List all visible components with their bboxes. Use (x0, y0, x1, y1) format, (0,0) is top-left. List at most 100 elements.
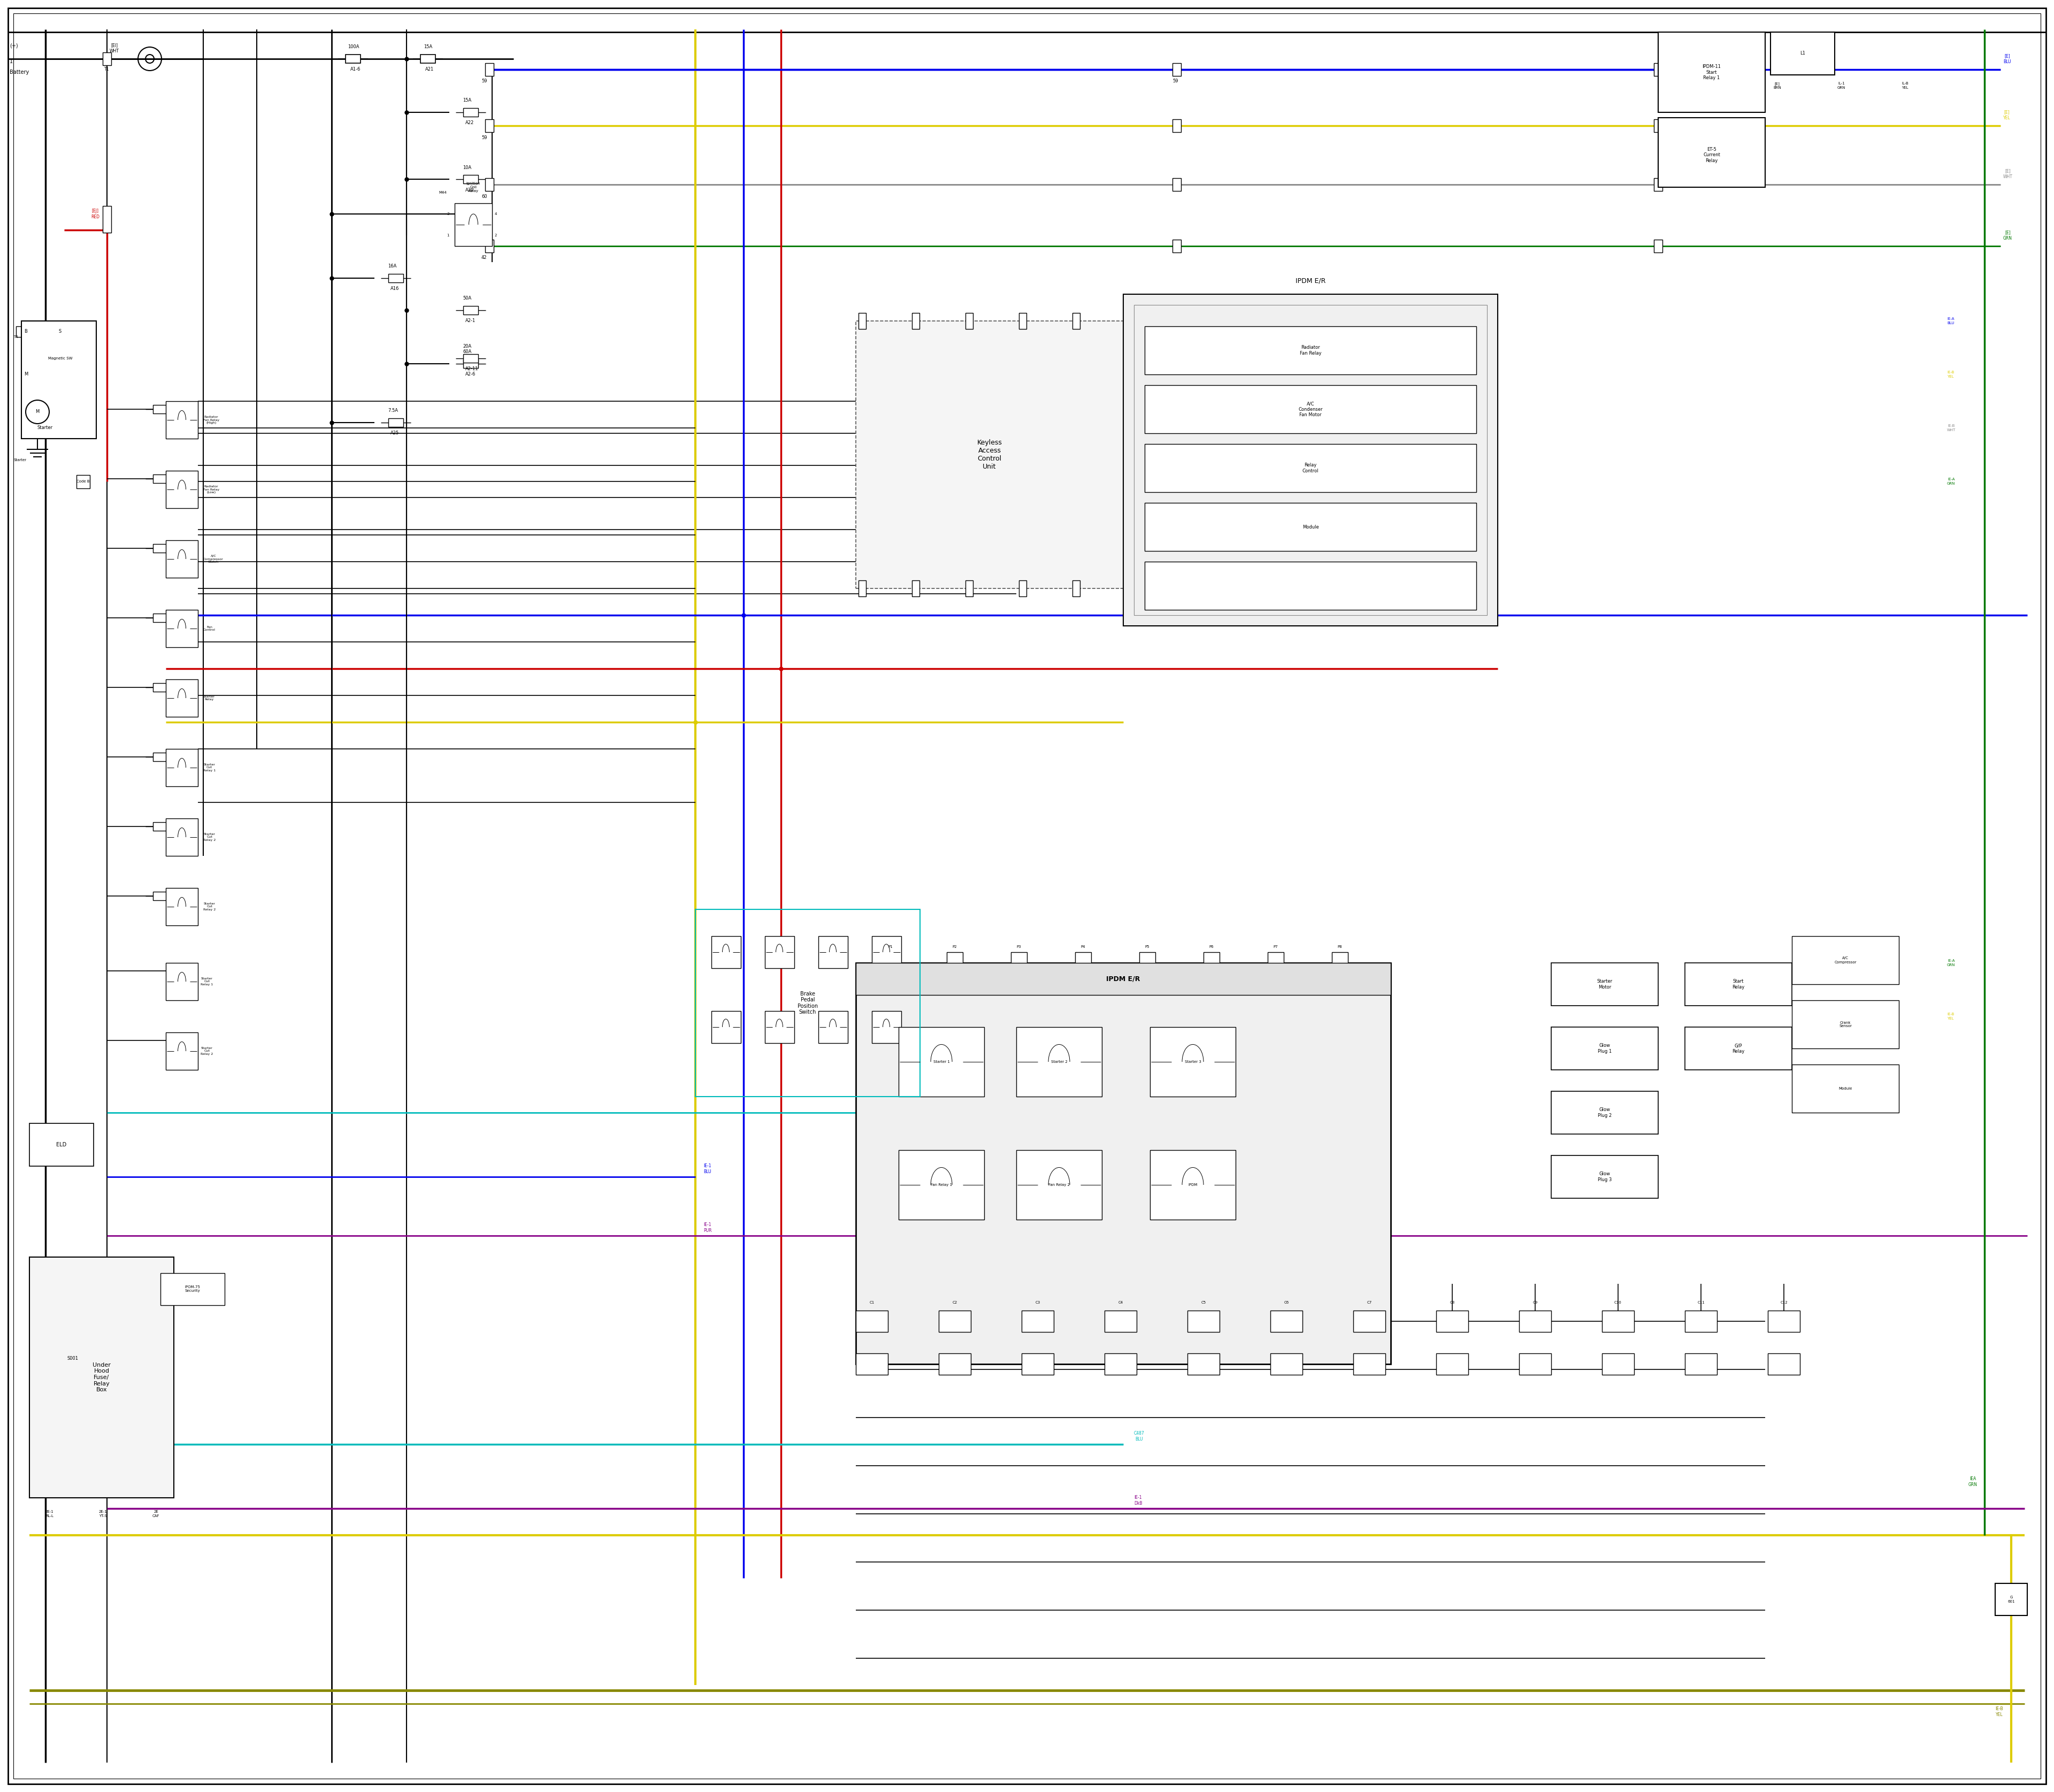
Bar (1658, 32, 1764, 113)
Bar (1653, 177, 1662, 192)
Bar (1653, 120, 1662, 133)
Bar (1144, 504, 1477, 550)
Bar (711, 1011, 741, 1043)
Text: 60A: 60A (462, 349, 472, 355)
Text: M: M (25, 373, 29, 376)
Text: L1: L1 (1799, 52, 1805, 56)
Bar (859, 581, 867, 597)
Text: A22: A22 (466, 120, 474, 125)
Bar (152, 892, 168, 900)
Text: Fan Relay 1: Fan Relay 1 (930, 1183, 953, 1186)
Text: P3: P3 (1017, 944, 1021, 948)
Bar (1017, 1150, 1101, 1220)
Text: 3: 3 (446, 213, 450, 215)
Text: S: S (60, 330, 62, 333)
Text: Starter
Cut
Relay 2: Starter Cut Relay 2 (201, 1047, 214, 1055)
Text: C12: C12 (1781, 1301, 1787, 1305)
Bar (859, 314, 867, 330)
Text: Starter
Relay: Starter Relay (203, 695, 216, 701)
Text: G
601: G 601 (2007, 1597, 2015, 1602)
Text: C7: C7 (1366, 1301, 1372, 1305)
Bar (1653, 240, 1662, 253)
Bar (900, 1150, 984, 1220)
Bar (166, 749, 197, 787)
Text: Starter 2: Starter 2 (1052, 1061, 1068, 1063)
Bar (1684, 1027, 1791, 1070)
Text: Radiator
Fan Relay: Radiator Fan Relay (1300, 346, 1321, 355)
Text: IE-A
BLU: IE-A BLU (1947, 317, 1953, 324)
Bar (464, 306, 479, 315)
Bar (711, 935, 741, 968)
Text: Module: Module (1302, 525, 1319, 529)
Text: IPDM E/R: IPDM E/R (1296, 278, 1325, 285)
Bar (166, 819, 197, 857)
Text: Ignition
Coil
Relay: Ignition Coil Relay (466, 181, 481, 192)
Bar (1021, 1310, 1054, 1331)
Bar (1768, 1310, 1799, 1331)
Bar (857, 962, 1391, 1364)
Text: C1: C1 (869, 1301, 875, 1305)
Bar (871, 1011, 902, 1043)
Text: C8: C8 (1450, 1301, 1454, 1305)
Bar (1768, 1353, 1799, 1374)
Bar (1551, 1027, 1658, 1070)
Text: IE-B
YEL: IE-B YEL (1947, 371, 1953, 378)
Text: Radiator
Fan Relay
(High): Radiator Fan Relay (High) (203, 416, 220, 425)
Bar (1658, 118, 1764, 186)
Text: Relay
Control: Relay Control (1302, 462, 1319, 473)
Bar (1144, 561, 1477, 609)
Text: Fan Relay 2: Fan Relay 2 (1048, 1183, 1070, 1186)
Bar (1187, 1310, 1220, 1331)
Text: C3: C3 (1035, 1301, 1039, 1305)
Bar (166, 471, 197, 509)
Bar (1150, 1150, 1237, 1220)
Bar (1436, 1353, 1469, 1374)
Text: [E]
WHT: [E] WHT (2003, 168, 2013, 179)
Bar (464, 176, 479, 183)
Text: 2: 2 (495, 233, 497, 237)
Bar (1354, 1353, 1384, 1374)
Text: 16A: 16A (388, 263, 396, 269)
Bar (1267, 952, 1284, 973)
Text: M44: M44 (440, 192, 446, 194)
Bar (166, 679, 197, 717)
Bar (1520, 1310, 1551, 1331)
Bar (764, 935, 795, 968)
Text: Starter
Cut
Relay 1: Starter Cut Relay 1 (203, 763, 216, 772)
Bar (1791, 1000, 1898, 1048)
Bar (965, 581, 974, 597)
Text: 59: 59 (481, 79, 487, 84)
Bar (1105, 1353, 1136, 1374)
Bar (947, 952, 963, 973)
Text: B: B (25, 330, 27, 333)
Bar (912, 314, 920, 330)
Text: Start
Relay: Start Relay (1732, 978, 1744, 989)
Bar (1140, 952, 1154, 973)
Text: [E]
BRN: [E] BRN (1773, 82, 1781, 90)
Bar (1551, 1091, 1658, 1134)
Bar (464, 355, 479, 362)
Text: S001: S001 (68, 1357, 78, 1362)
Bar (160, 1272, 224, 1305)
Bar (1019, 314, 1027, 330)
Bar (388, 418, 403, 426)
Bar (1771, 32, 1834, 75)
Bar (1011, 952, 1027, 973)
Text: P8: P8 (1337, 944, 1341, 948)
Text: P5: P5 (1144, 944, 1150, 948)
Bar (152, 545, 168, 552)
Bar (485, 63, 493, 75)
Bar (764, 1011, 795, 1043)
Text: Under
Hood
Fuse/
Relay
Box: Under Hood Fuse/ Relay Box (92, 1362, 111, 1392)
Text: Battery: Battery (10, 70, 29, 75)
Text: IPOM-75
Security: IPOM-75 Security (185, 1285, 201, 1292)
Text: 10A: 10A (462, 165, 470, 170)
Text: [E]
YEL: [E] YEL (2003, 109, 2011, 120)
Bar (1173, 120, 1181, 133)
Text: A2-1: A2-1 (466, 319, 477, 323)
Bar (1173, 177, 1181, 192)
Bar (939, 1353, 972, 1374)
Bar (857, 321, 1124, 588)
Bar (1994, 1584, 2027, 1615)
Text: C4: C4 (1117, 1301, 1124, 1305)
